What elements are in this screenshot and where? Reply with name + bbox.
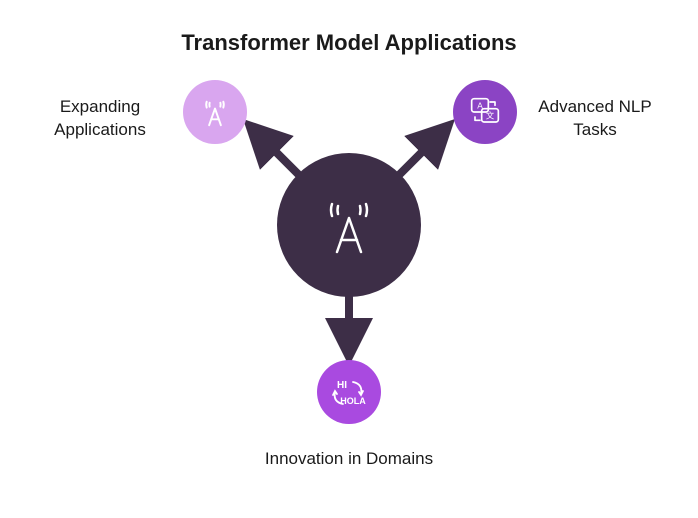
- label-expanding-applications: ExpandingApplications: [10, 96, 190, 142]
- node-expanding-applications: [183, 80, 247, 144]
- broadcast-a-icon: [304, 180, 394, 270]
- node-innovation: HI HOLA: [317, 360, 381, 424]
- broadcast-a-icon: [193, 90, 237, 134]
- arrow-right: [400, 136, 438, 174]
- label-innovation: Innovation in Domains: [259, 448, 439, 471]
- arrow-left: [260, 136, 298, 174]
- svg-text:HOLA: HOLA: [340, 396, 366, 406]
- svg-text:HI: HI: [337, 380, 347, 391]
- label-advanced-nlp: Advanced NLPTasks: [505, 96, 685, 142]
- center-node: [277, 153, 421, 297]
- svg-text:文: 文: [486, 111, 495, 121]
- translate-bubbles-icon: A 文: [465, 92, 505, 132]
- hi-hola-icon: HI HOLA: [325, 368, 373, 416]
